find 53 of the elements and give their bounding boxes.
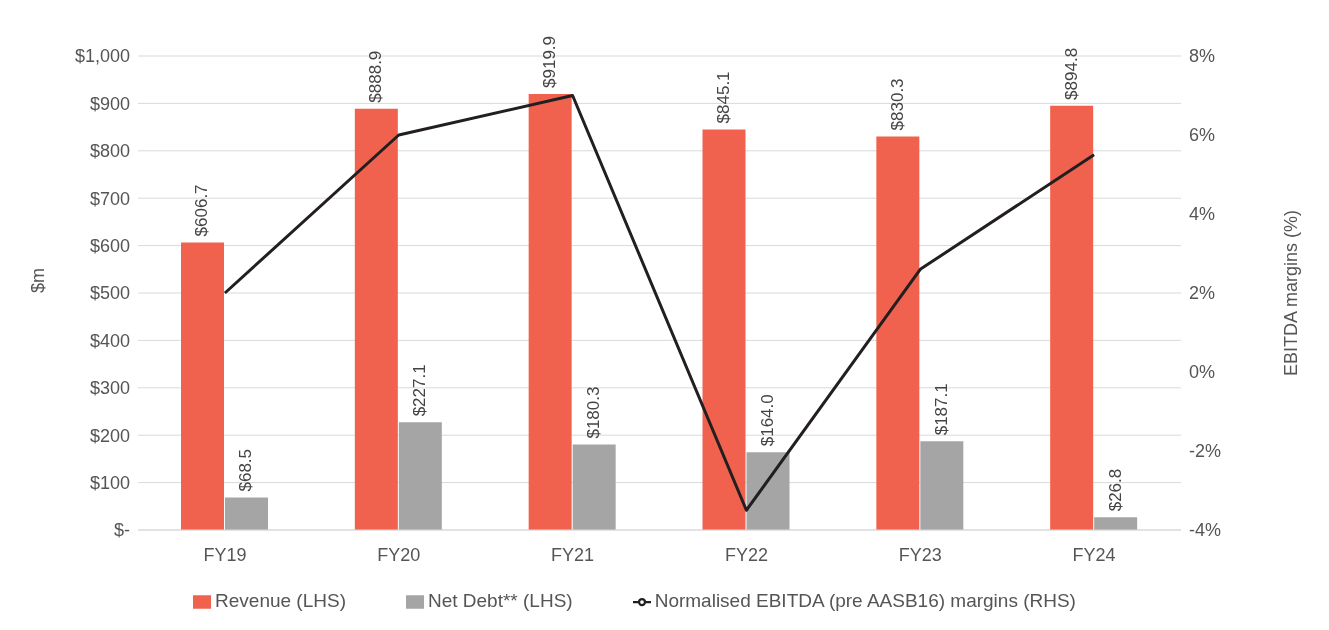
y2-tick-label: 6%	[1189, 125, 1216, 146]
y2-tick-label: 2%	[1189, 283, 1216, 304]
y2-tick-label: -2%	[1189, 441, 1222, 462]
data-label: $845.1	[714, 71, 733, 124]
data-label: $26.8	[1105, 468, 1125, 512]
y2-axis-title: EBITDA margins (%)	[1281, 209, 1302, 377]
y-tick-label: $500	[89, 283, 130, 304]
x-tick-label: FY23	[898, 544, 942, 565]
x-tick-label: FY19	[203, 544, 247, 565]
y-tick-label: $-	[113, 520, 130, 541]
y-tick-label: $900	[89, 93, 130, 114]
bar	[528, 93, 572, 530]
data-label: $830.3	[887, 78, 907, 131]
bar	[702, 129, 746, 530]
bar	[876, 136, 920, 530]
y-tick-label: $600	[89, 235, 130, 256]
data-label: $187.1	[931, 383, 951, 436]
data-label: $894.8	[1061, 47, 1081, 100]
y-tick-label: $100	[89, 472, 130, 493]
data-label: $164.0	[758, 394, 777, 447]
bar	[225, 497, 268, 530]
legend-label: Revenue (LHS)	[215, 590, 346, 611]
bar	[1050, 105, 1094, 530]
y-tick-label: $200	[89, 425, 130, 446]
y-tick-label: $400	[89, 330, 130, 351]
legend-label: Normalised EBITDA (pre AASB16) margins (RHS)	[654, 590, 1076, 611]
legend-label: Net Debt** (LHS)	[427, 590, 573, 611]
bar	[572, 444, 616, 530]
data-label: $606.7	[192, 184, 212, 237]
bar	[1094, 517, 1138, 530]
x-tick-label: FY22	[724, 544, 768, 565]
data-label: $888.9	[366, 50, 386, 103]
y-tick-label: $300	[89, 378, 130, 399]
bar	[746, 452, 790, 530]
bar	[920, 441, 964, 530]
y2-tick-label: 0%	[1189, 362, 1216, 383]
data-label: $227.1	[410, 364, 430, 417]
y-tick-label: $1,000	[74, 46, 130, 67]
x-tick-label: FY20	[377, 544, 421, 565]
x-tick-label: FY21	[551, 544, 595, 565]
bar	[181, 242, 224, 530]
y2-tick-label: 4%	[1189, 204, 1216, 225]
bar	[398, 422, 442, 530]
bar	[354, 108, 398, 530]
y-axis-title: $m	[28, 267, 49, 293]
y-tick-label: $700	[89, 188, 130, 209]
y2-tick-label: 8%	[1189, 46, 1216, 67]
y-tick-label: $800	[89, 141, 130, 162]
x-tick-label: FY24	[1072, 544, 1116, 565]
y2-tick-label: -4%	[1189, 520, 1222, 541]
data-label: $180.3	[584, 386, 604, 439]
data-label: $919.9	[540, 35, 560, 88]
data-label: $68.5	[236, 448, 256, 492]
